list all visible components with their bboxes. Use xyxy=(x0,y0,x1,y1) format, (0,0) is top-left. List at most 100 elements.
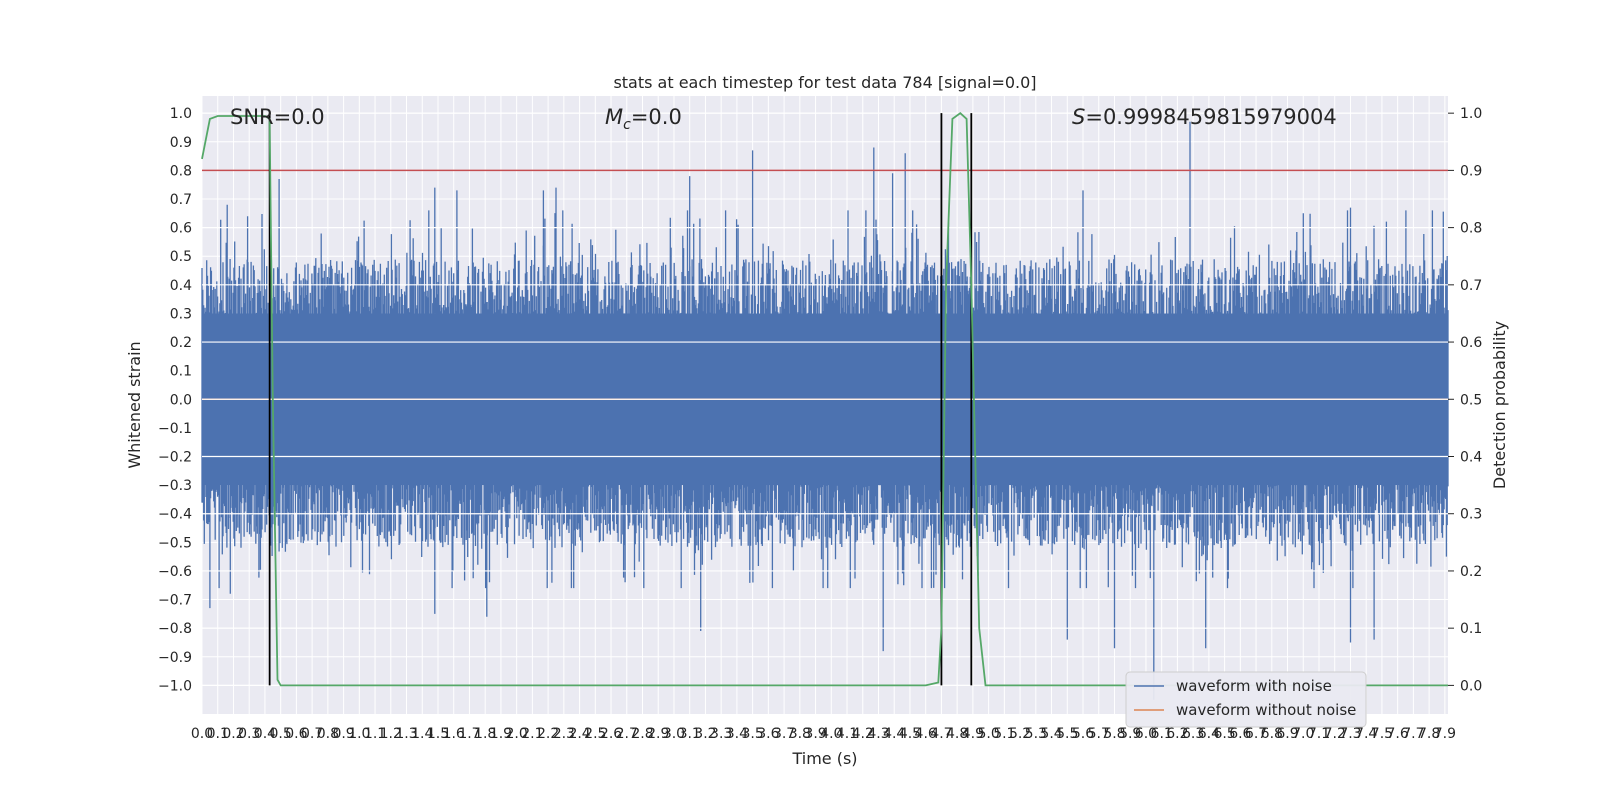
x-tick-label: 6.6 xyxy=(1229,726,1251,742)
x-tick-label: 5.3 xyxy=(1025,726,1047,742)
x-tick-label: 3.9 xyxy=(804,726,826,742)
x-tick-label: 0.8 xyxy=(317,726,339,742)
y-tick-label-left: 0.4 xyxy=(170,278,192,294)
x-tick-label: 6.3 xyxy=(1182,726,1204,742)
x-tick-label: 6.9 xyxy=(1276,726,1298,742)
x-tick-label: 2.1 xyxy=(521,726,543,742)
x-tick-label: 7.2 xyxy=(1324,726,1346,742)
x-tick-label: 4.5 xyxy=(899,726,921,742)
y-axis-label-left: Whitened strain xyxy=(125,341,144,468)
x-tick-label: 5.8 xyxy=(1103,726,1125,742)
detection-probability-line xyxy=(201,112,1448,687)
y-tick-label-left: 0.1 xyxy=(170,364,192,380)
x-tick-label: 2.2 xyxy=(537,726,559,742)
legend-label-no-noise: waveform without noise xyxy=(1176,701,1356,719)
x-tick-label: 5.6 xyxy=(1072,726,1094,742)
y-tick-label-right: 0.3 xyxy=(1460,507,1482,523)
x-tick-label: 0.1 xyxy=(207,726,229,742)
x-tick-label: 3.8 xyxy=(789,726,811,742)
x-tick-label: 0.0 xyxy=(191,726,213,742)
x-tick-label: 0.9 xyxy=(332,726,354,742)
x-tick-label: 4.4 xyxy=(883,726,905,742)
x-tick-label: 2.5 xyxy=(584,726,606,742)
x-tick-label: 5.5 xyxy=(1056,726,1078,742)
legend: waveform with noise waveform without noi… xyxy=(1125,671,1367,728)
x-tick-label: 6.4 xyxy=(1198,726,1220,742)
y-tick-label-right: 0.6 xyxy=(1460,335,1482,351)
x-tick-label: 5.0 xyxy=(977,726,999,742)
y-tick-label-left: 0.7 xyxy=(170,192,192,208)
y-tick-label-right: 0.1 xyxy=(1460,621,1482,637)
y-tick-label-right: 0.0 xyxy=(1460,678,1482,694)
x-tick-label: 1.1 xyxy=(364,726,386,742)
x-tick-label: 2.6 xyxy=(600,726,622,742)
series-detection-probability xyxy=(201,112,1448,687)
x-tick-label: 5.9 xyxy=(1119,726,1141,742)
x-tick-label: 1.2 xyxy=(380,726,402,742)
x-tick-label: 4.8 xyxy=(946,726,968,742)
x-tick-label: 2.4 xyxy=(568,726,590,742)
chart-title: stats at each timestep for test data 784… xyxy=(613,73,1036,92)
x-tick-label: 0.3 xyxy=(238,726,260,742)
y-tick-label-left: 0.2 xyxy=(170,335,192,351)
y-tick-label-left: 0.5 xyxy=(170,249,192,265)
x-tick-label: 6.5 xyxy=(1213,726,1235,742)
y-tick-label-right: 0.8 xyxy=(1460,221,1482,237)
snr-annotation: SNR=0.0 xyxy=(230,105,325,129)
y-tick-label-left: −0.8 xyxy=(158,621,192,637)
x-tick-label: 0.2 xyxy=(222,726,244,742)
y-axis-label-right: Detection probability xyxy=(1490,321,1509,489)
y-tick-label-left: 0.0 xyxy=(170,392,192,408)
x-tick-label: 2.8 xyxy=(631,726,653,742)
y-tick-label-right: 0.7 xyxy=(1460,278,1482,294)
x-tick-label: 6.7 xyxy=(1245,726,1267,742)
x-tick-label: 1.4 xyxy=(411,726,433,742)
y-tick-label-right: 0.4 xyxy=(1460,450,1482,466)
x-tick-label: 1.9 xyxy=(490,726,512,742)
x-tick-label: 5.2 xyxy=(1009,726,1031,742)
x-tick-label: 6.1 xyxy=(1151,726,1173,742)
y-tick-label-left: −0.5 xyxy=(158,535,192,551)
y-tick-label-left: −0.9 xyxy=(158,650,192,666)
x-tick-label: 7.6 xyxy=(1387,726,1409,742)
x-tick-label: 3.0 xyxy=(663,726,685,742)
x-tick-label: 0.6 xyxy=(285,726,307,742)
x-tick-label: 4.9 xyxy=(962,726,984,742)
y-tick-label-left: 0.9 xyxy=(170,135,192,151)
x-tick-label: 5.4 xyxy=(1040,726,1062,742)
x-tick-label: 7.5 xyxy=(1371,726,1393,742)
x-tick-label: 7.9 xyxy=(1434,726,1456,742)
x-tick-label: 4.0 xyxy=(820,726,842,742)
x-tick-label: 3.7 xyxy=(773,726,795,742)
x-tick-label: 7.3 xyxy=(1339,726,1361,742)
y-tick-label-right: 1.0 xyxy=(1460,106,1482,122)
x-tick-label: 5.7 xyxy=(1088,726,1110,742)
x-tick-label: 5.1 xyxy=(993,726,1015,742)
x-tick-label: 6.2 xyxy=(1166,726,1188,742)
x-tick-label: 0.5 xyxy=(270,726,292,742)
y-tick-label-left: −0.3 xyxy=(158,478,192,494)
mc-annotation: Mc=0.0 xyxy=(605,105,682,133)
x-tick-label: 0.7 xyxy=(301,726,323,742)
x-tick-label: 6.0 xyxy=(1135,726,1157,742)
x-tick-label: 3.4 xyxy=(726,726,748,742)
y-tick-label-left: −0.4 xyxy=(158,507,192,523)
x-tick-label: 3.6 xyxy=(757,726,779,742)
x-tick-label: 3.5 xyxy=(741,726,763,742)
y-tick-label-left: −1.0 xyxy=(158,678,192,694)
y-tick-label-right: 0.2 xyxy=(1460,564,1482,580)
x-tick-label: 2.0 xyxy=(506,726,528,742)
x-tick-label: 3.1 xyxy=(679,726,701,742)
x-tick-label: 7.8 xyxy=(1418,726,1440,742)
y-tick-label-left: 0.3 xyxy=(170,306,192,322)
x-tick-label: 1.3 xyxy=(395,726,417,742)
y-tick-label-right: 0.5 xyxy=(1460,392,1482,408)
x-tick-label: 2.7 xyxy=(616,726,638,742)
y-tick-label-left: −0.7 xyxy=(158,593,192,609)
x-tick-label: 3.3 xyxy=(710,726,732,742)
x-tick-label: 4.1 xyxy=(836,726,858,742)
x-tick-label: 2.9 xyxy=(647,726,669,742)
x-tick-label: 2.3 xyxy=(553,726,575,742)
x-tick-label: 6.8 xyxy=(1261,726,1283,742)
